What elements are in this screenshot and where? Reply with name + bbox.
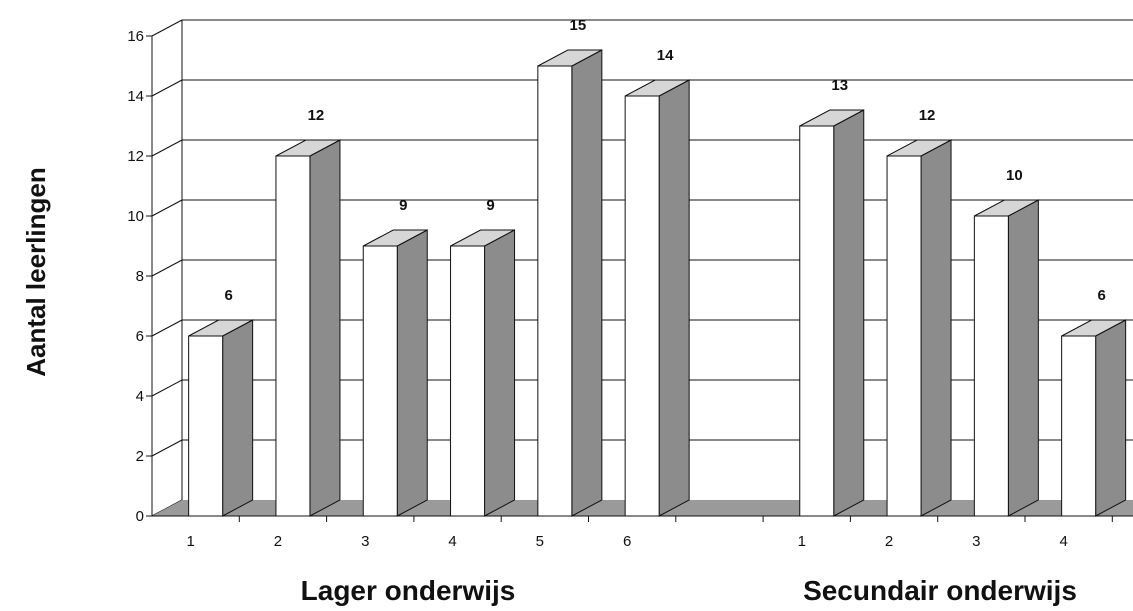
x-tick-label: 1 — [798, 533, 806, 550]
data-label: 6 — [1097, 287, 1105, 304]
gridline-side — [152, 200, 182, 216]
bar — [276, 156, 310, 516]
bar — [363, 246, 397, 516]
x-tick-label: 3 — [972, 533, 980, 550]
bar-side — [834, 110, 864, 516]
bar — [189, 336, 223, 516]
data-label: 6 — [224, 287, 232, 304]
data-label: 9 — [486, 197, 494, 214]
bar-side — [223, 320, 253, 516]
bar — [1062, 336, 1096, 516]
x-tick-labels: 1 2 3 4 5 6 1 2 3 4 — [186, 516, 1112, 550]
y-tick-label: 4 — [136, 388, 144, 405]
bars — [189, 50, 1126, 516]
x-tick-label: 2 — [274, 533, 282, 550]
bar-side — [485, 230, 515, 516]
data-label: 15 — [570, 17, 587, 34]
bar-side — [1096, 320, 1126, 516]
bar-side — [310, 140, 340, 516]
y-tick-label: 2 — [136, 448, 144, 465]
y-tick-label: 6 — [136, 328, 144, 345]
bar-side — [397, 230, 427, 516]
x-tick-label: 4 — [1059, 533, 1067, 550]
bar — [974, 216, 1008, 516]
data-label: 12 — [919, 107, 936, 124]
bar-side — [572, 50, 602, 516]
y-tick-label: 10 — [127, 208, 144, 225]
data-label: 9 — [399, 197, 407, 214]
y-tick-label: 16 — [127, 28, 144, 45]
x-tick-label: 1 — [186, 533, 194, 550]
gridline-side — [152, 20, 182, 36]
x-tick-label: 5 — [536, 533, 544, 550]
bar-side — [1008, 200, 1038, 516]
bar — [451, 246, 485, 516]
bar-side — [921, 140, 951, 516]
group-label-secundair-onderwijs: Secundair onderwijs — [803, 575, 1077, 606]
y-axis-title: Aantal leerlingen — [21, 167, 51, 377]
bar — [887, 156, 921, 516]
bar — [538, 66, 572, 516]
gridline-side — [152, 80, 182, 96]
gridline-side — [152, 380, 182, 396]
gridline-side — [152, 320, 182, 336]
data-label: 14 — [657, 47, 674, 64]
data-label: 13 — [831, 77, 848, 94]
data-label: 12 — [308, 107, 325, 124]
x-tick-label: 6 — [623, 533, 631, 550]
gridline-side — [152, 260, 182, 276]
group-label-lager-onderwijs: Lager onderwijs — [301, 575, 516, 606]
y-tick-label: 8 — [136, 268, 144, 285]
gridline-side — [152, 440, 182, 456]
y-tick-label: 14 — [127, 88, 144, 105]
bar — [625, 96, 659, 516]
x-tick-label: 2 — [885, 533, 893, 550]
bar-side — [659, 80, 689, 516]
gridline-side — [152, 140, 182, 156]
y-tick-label: 0 — [136, 508, 144, 525]
x-tick-label: 3 — [361, 533, 369, 550]
bar — [800, 126, 834, 516]
x-tick-label: 4 — [448, 533, 456, 550]
data-label: 10 — [1006, 167, 1023, 184]
y-tick-label: 12 — [127, 148, 144, 165]
